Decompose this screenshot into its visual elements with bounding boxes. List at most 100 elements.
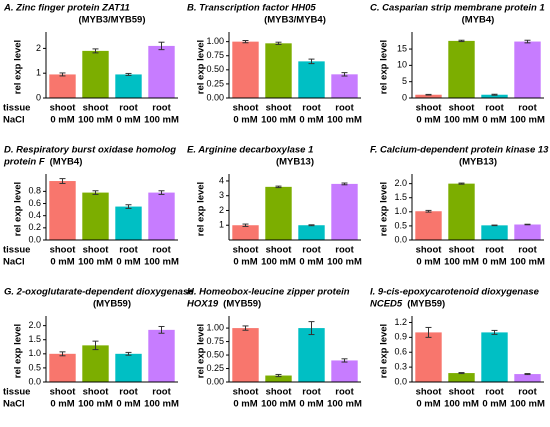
x-tick-label: 100 mM	[327, 257, 362, 268]
x-tick-label: 0 mM	[233, 115, 257, 126]
x-tick-label: root	[119, 245, 138, 256]
panel-subtitle: (MYB4)	[50, 157, 83, 168]
bar	[49, 74, 76, 98]
y-tick-label: 1.5	[394, 192, 407, 202]
panel-title: A. Zinc finger protein ZAT11	[3, 3, 130, 14]
x-tick-label: shoot	[266, 103, 293, 114]
y-tick-label: 0.5	[394, 220, 407, 230]
panel-title: HOX19	[187, 299, 219, 310]
x-tick-label: 0 mM	[299, 257, 323, 268]
bar	[265, 375, 292, 382]
x-tick-label: root	[518, 245, 537, 256]
x-tick-label: root	[152, 103, 171, 114]
panel-title: I. 9-cis-epoxycarotenoid dioxygenase	[370, 287, 540, 298]
y-tick-label: 0.3	[394, 361, 407, 371]
x-tick-label: shoot	[83, 387, 110, 398]
x-tick-label: 0 mM	[299, 399, 323, 410]
y-tick-label: 0.5	[28, 362, 41, 372]
bar	[49, 353, 76, 382]
x-tick-label: 0 mM	[50, 115, 74, 126]
bar	[415, 332, 442, 382]
x-tick-label: shoot	[233, 245, 260, 256]
y-axis-label: rel exp level	[379, 40, 390, 94]
y-tick-label: 0.6	[394, 347, 407, 357]
y-tick-label: 0	[36, 92, 41, 102]
panel-subtitle: (MYB3/MYB4)	[264, 15, 326, 26]
y-tick-label: 0.0	[394, 234, 407, 244]
y-tick-label: 0.75	[206, 50, 224, 60]
panel-title: D. Respiratory burst oxidase homolog	[4, 145, 176, 156]
x-tick-label: root	[518, 387, 537, 398]
y-tick-label: 0.2	[28, 222, 41, 232]
x-tick-label: 100 mM	[510, 399, 545, 410]
x-tick-label: shoot	[416, 103, 443, 114]
y-tick-label: 0.00	[206, 376, 224, 386]
x-tick-label: 0 mM	[116, 257, 140, 268]
bar	[115, 74, 142, 98]
x-tick-label: 0 mM	[299, 115, 323, 126]
bar	[265, 186, 292, 240]
x-tick-label: root	[152, 245, 171, 256]
row-label: tissue	[3, 245, 30, 256]
row-label: NaCl	[3, 115, 25, 126]
x-tick-label: 0 mM	[116, 399, 140, 410]
y-tick-label: 0.4	[28, 210, 41, 220]
x-tick-label: 0 mM	[482, 399, 506, 410]
y-tick-label: 1.00	[206, 36, 224, 46]
bar	[148, 45, 175, 98]
y-tick-label: 1.2	[394, 317, 407, 327]
x-tick-label: 0 mM	[116, 115, 140, 126]
y-tick-label: 0.6	[28, 198, 41, 208]
x-tick-label: root	[485, 103, 504, 114]
x-tick-label: 0 mM	[233, 257, 257, 268]
x-tick-label: shoot	[83, 103, 110, 114]
x-tick-label: shoot	[266, 387, 293, 398]
bar	[298, 61, 325, 98]
x-tick-label: root	[302, 245, 321, 256]
x-tick-label: shoot	[50, 387, 77, 398]
y-tick-label: 3	[219, 190, 224, 200]
y-tick-label: 1	[36, 68, 41, 78]
bar	[82, 50, 109, 98]
y-tick-label: 10	[397, 60, 407, 70]
y-tick-label: 0.0	[28, 234, 41, 244]
bar	[514, 41, 541, 98]
y-tick-label: 0.9	[394, 332, 407, 342]
panel-title: F. Calcium-dependent protein kinase 13	[370, 145, 549, 156]
row-label: NaCl	[3, 399, 25, 410]
x-tick-label: shoot	[233, 103, 260, 114]
x-tick-label: 100 mM	[261, 257, 296, 268]
panel-subtitle: (MYB3/MYB59)	[78, 15, 145, 26]
x-tick-label: 100 mM	[78, 115, 113, 126]
bar	[514, 374, 541, 382]
y-tick-label: 2.0	[28, 320, 41, 330]
bar	[265, 43, 292, 98]
x-tick-label: root	[119, 387, 138, 398]
bar	[82, 192, 109, 240]
x-tick-label: 0 mM	[416, 399, 440, 410]
bar	[232, 328, 259, 382]
y-tick-label: 2.0	[394, 178, 407, 188]
x-tick-label: root	[302, 387, 321, 398]
x-tick-label: 100 mM	[510, 115, 545, 126]
row-label: tissue	[3, 103, 30, 114]
panel-subtitle: (MYB59)	[407, 299, 445, 310]
y-tick-label: 0.25	[206, 363, 224, 373]
x-tick-label: shoot	[416, 387, 443, 398]
y-tick-label: 0.0	[394, 376, 407, 386]
bar	[481, 225, 508, 240]
x-tick-label: 100 mM	[261, 115, 296, 126]
x-tick-label: 100 mM	[144, 399, 179, 410]
bar	[481, 94, 508, 98]
x-tick-label: shoot	[449, 103, 476, 114]
y-tick-label: 0	[402, 92, 407, 102]
y-axis-label: rel exp level	[196, 40, 207, 94]
bar	[148, 329, 175, 382]
x-tick-label: 100 mM	[261, 399, 296, 410]
y-tick-label: 2	[219, 205, 224, 215]
bar	[448, 373, 475, 382]
y-tick-label: 0.00	[206, 92, 224, 102]
bar	[415, 94, 442, 98]
x-tick-label: 100 mM	[78, 257, 113, 268]
